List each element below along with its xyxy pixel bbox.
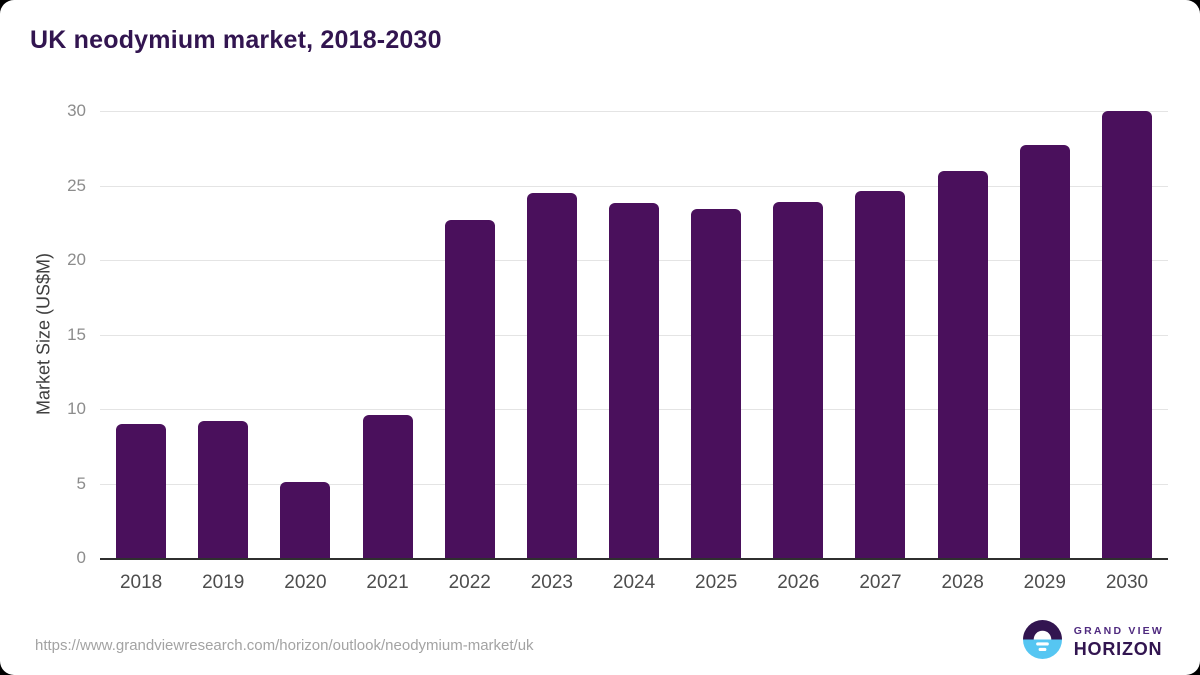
gridline-30: [100, 111, 1168, 112]
bar-slot-2029: [1004, 111, 1086, 558]
bar-slot-2018: [100, 111, 182, 558]
x-tick-label-2028: 2028: [941, 572, 984, 593]
x-tick-label-2026: 2026: [777, 572, 820, 593]
bar-slot-2024: [593, 111, 675, 558]
chart-title: UK neodymium market, 2018-2030: [30, 26, 442, 54]
bar-2029[interactable]: [1019, 145, 1070, 558]
x-tick-label-2027: 2027: [859, 572, 902, 593]
bar-slot-2025: [675, 111, 757, 558]
x-tick-label-2018: 2018: [119, 572, 163, 593]
bars: [100, 111, 1168, 558]
x-axis-labels: 2018 2019 2020 2021 2022 2023 2024 2025 2026 2027…: [100, 572, 1168, 594]
bar-2023[interactable]: [526, 192, 577, 558]
bar-2018[interactable]: [116, 423, 167, 558]
sunset-horizon-icon: [1022, 620, 1062, 664]
x-tick-label-2021: 2021: [366, 572, 409, 593]
bar-slot-2023: [511, 111, 593, 558]
bar-2019[interactable]: [198, 420, 249, 558]
grand-view-horizon-logo: GRAND VIEW HORIZON: [1022, 620, 1164, 664]
bar-2022[interactable]: [444, 219, 495, 558]
logo-horizon-label: HORIZON: [1073, 638, 1163, 659]
source-url: https://www.grandviewresearch.com/horizo…: [35, 637, 534, 654]
bar-slot-2022: [429, 111, 511, 558]
bar-slot-2019: [182, 111, 264, 558]
bar-2026[interactable]: [773, 201, 824, 558]
bar-2027[interactable]: [855, 191, 906, 558]
x-tick-label-2029: 2029: [1023, 572, 1066, 593]
bar-2021[interactable]: [362, 414, 413, 558]
bar-slot-2027: [839, 111, 921, 558]
x-tick-label-2030: 2030: [1105, 572, 1149, 593]
y-tick-labels: 0 5 10 15 20 25 30: [0, 101, 86, 567]
x-tick-label-2019: 2019: [202, 572, 245, 593]
logo-text: GRAND VIEW HORIZON: [1074, 625, 1164, 660]
bar-2028[interactable]: [937, 170, 988, 558]
gridline-25: [100, 185, 1168, 187]
x-tick-label-2020: 2020: [284, 572, 327, 593]
bar-slot-2021: [346, 111, 428, 558]
x-tick-label-2023: 2023: [530, 572, 573, 593]
y-tick-label-10: 10: [67, 399, 86, 419]
logo-grand-view-label: GRAND VIEW: [1073, 624, 1164, 637]
bar-2024[interactable]: [609, 203, 660, 558]
y-tick-label-5: 5: [76, 473, 86, 493]
bar-slot-2028: [922, 111, 1004, 558]
y-tick-label-30: 30: [67, 101, 86, 120]
y-tick-label-25: 25: [67, 175, 86, 195]
bar-slot-2020: [264, 111, 346, 558]
bar-slot-2026: [757, 111, 839, 558]
x-tick-label-2024: 2024: [612, 572, 656, 593]
y-tick-label-15: 15: [67, 324, 86, 344]
x-tick-label-2022: 2022: [448, 572, 491, 593]
bar-slot-2030: [1086, 111, 1168, 558]
bar-2025[interactable]: [691, 209, 742, 558]
bar-2030[interactable]: [1101, 111, 1152, 558]
y-tick-label-0: 0: [76, 548, 86, 567]
bar-2020[interactable]: [280, 482, 331, 558]
x-tick-label-2025: 2025: [695, 572, 738, 593]
plot-area: [100, 111, 1168, 560]
y-tick-label-20: 20: [67, 250, 86, 270]
